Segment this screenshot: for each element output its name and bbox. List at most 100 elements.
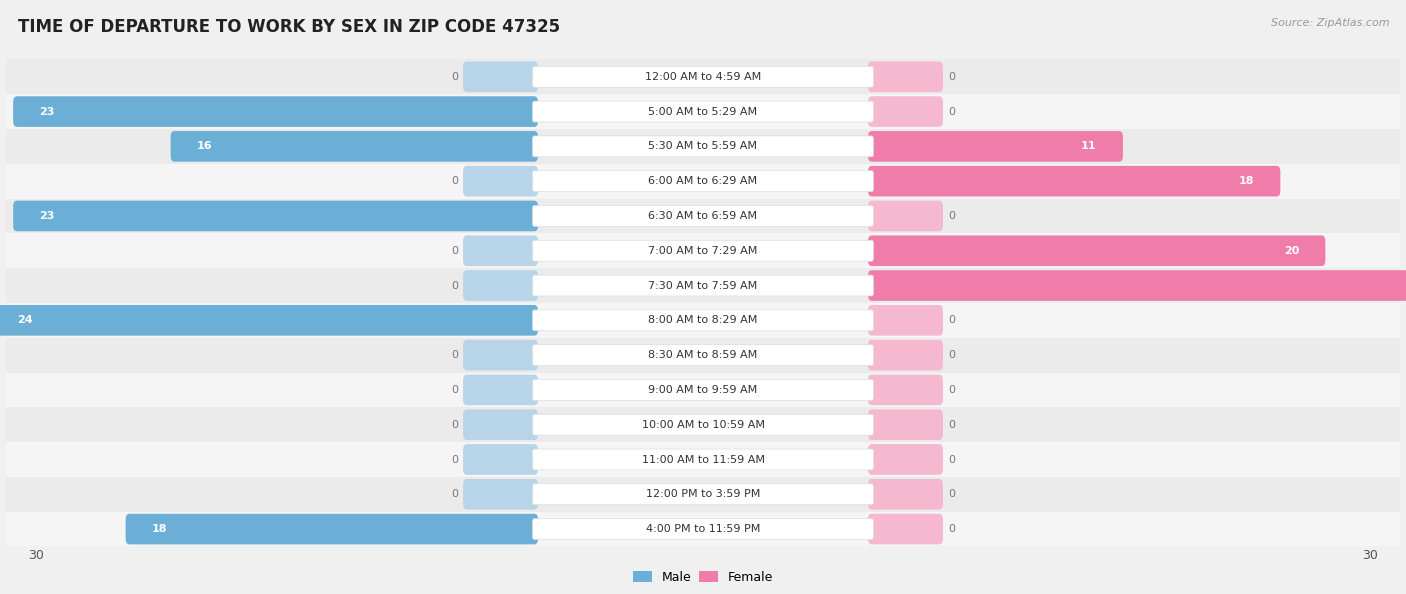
FancyBboxPatch shape [868, 514, 943, 544]
Text: 30: 30 [1362, 549, 1378, 562]
Text: 0: 0 [948, 106, 955, 116]
Bar [6, 198, 1400, 233]
Bar [6, 129, 1400, 164]
FancyBboxPatch shape [533, 101, 873, 122]
Text: 0: 0 [948, 350, 955, 360]
FancyBboxPatch shape [533, 170, 873, 192]
FancyBboxPatch shape [463, 479, 538, 510]
FancyBboxPatch shape [463, 270, 538, 301]
Text: 24: 24 [17, 315, 32, 326]
Bar [6, 442, 1400, 477]
Bar [6, 511, 1400, 546]
Text: 23: 23 [39, 106, 55, 116]
Text: 0: 0 [451, 350, 458, 360]
Text: 23: 23 [39, 211, 55, 221]
Text: 12:00 AM to 4:59 AM: 12:00 AM to 4:59 AM [645, 72, 761, 82]
Text: 0: 0 [451, 385, 458, 395]
FancyBboxPatch shape [868, 305, 943, 336]
Text: 0: 0 [948, 211, 955, 221]
FancyBboxPatch shape [170, 131, 538, 162]
Text: 6:30 AM to 6:59 AM: 6:30 AM to 6:59 AM [648, 211, 758, 221]
FancyBboxPatch shape [868, 62, 943, 92]
Text: 0: 0 [948, 315, 955, 326]
FancyBboxPatch shape [463, 375, 538, 405]
Bar [6, 477, 1400, 511]
Bar [6, 268, 1400, 303]
FancyBboxPatch shape [868, 201, 943, 231]
Text: 0: 0 [948, 524, 955, 534]
Text: 0: 0 [948, 489, 955, 500]
FancyBboxPatch shape [463, 444, 538, 475]
FancyBboxPatch shape [533, 275, 873, 296]
FancyBboxPatch shape [463, 409, 538, 440]
Bar [6, 303, 1400, 338]
Text: 4:00 PM to 11:59 PM: 4:00 PM to 11:59 PM [645, 524, 761, 534]
FancyBboxPatch shape [868, 235, 1326, 266]
FancyBboxPatch shape [533, 67, 873, 87]
Text: 18: 18 [152, 524, 167, 534]
FancyBboxPatch shape [533, 414, 873, 435]
FancyBboxPatch shape [463, 166, 538, 197]
Bar [6, 233, 1400, 268]
Text: 0: 0 [451, 420, 458, 429]
Text: 5:30 AM to 5:59 AM: 5:30 AM to 5:59 AM [648, 141, 758, 151]
Bar [6, 338, 1400, 372]
Text: 7:00 AM to 7:29 AM: 7:00 AM to 7:29 AM [648, 246, 758, 256]
Text: 0: 0 [948, 385, 955, 395]
Text: 11:00 AM to 11:59 AM: 11:00 AM to 11:59 AM [641, 454, 765, 465]
Text: Source: ZipAtlas.com: Source: ZipAtlas.com [1271, 18, 1389, 28]
FancyBboxPatch shape [463, 235, 538, 266]
Text: 10:00 AM to 10:59 AM: 10:00 AM to 10:59 AM [641, 420, 765, 429]
FancyBboxPatch shape [463, 62, 538, 92]
Text: 0: 0 [451, 72, 458, 82]
Text: 8:00 AM to 8:29 AM: 8:00 AM to 8:29 AM [648, 315, 758, 326]
FancyBboxPatch shape [463, 340, 538, 371]
Legend: Male, Female: Male, Female [628, 566, 778, 589]
Text: 20: 20 [1284, 246, 1299, 256]
FancyBboxPatch shape [868, 96, 943, 127]
FancyBboxPatch shape [868, 375, 943, 405]
Text: 6:00 AM to 6:29 AM: 6:00 AM to 6:29 AM [648, 176, 758, 186]
Text: 0: 0 [948, 72, 955, 82]
Text: 0: 0 [948, 454, 955, 465]
Bar [6, 407, 1400, 442]
FancyBboxPatch shape [533, 519, 873, 539]
FancyBboxPatch shape [125, 514, 538, 544]
Text: 0: 0 [451, 246, 458, 256]
Text: 0: 0 [451, 176, 458, 186]
FancyBboxPatch shape [13, 96, 538, 127]
FancyBboxPatch shape [533, 484, 873, 505]
Text: 12:00 PM to 3:59 PM: 12:00 PM to 3:59 PM [645, 489, 761, 500]
Text: 16: 16 [197, 141, 212, 151]
FancyBboxPatch shape [533, 380, 873, 400]
Text: 11: 11 [1081, 141, 1097, 151]
FancyBboxPatch shape [533, 206, 873, 226]
FancyBboxPatch shape [533, 449, 873, 470]
FancyBboxPatch shape [868, 131, 1123, 162]
FancyBboxPatch shape [533, 345, 873, 365]
Text: 8:30 AM to 8:59 AM: 8:30 AM to 8:59 AM [648, 350, 758, 360]
Text: 0: 0 [451, 280, 458, 290]
FancyBboxPatch shape [533, 136, 873, 157]
Text: 0: 0 [451, 454, 458, 465]
Text: 0: 0 [948, 420, 955, 429]
Text: 0: 0 [451, 489, 458, 500]
FancyBboxPatch shape [0, 305, 538, 336]
FancyBboxPatch shape [868, 444, 943, 475]
Bar [6, 59, 1400, 94]
FancyBboxPatch shape [868, 409, 943, 440]
FancyBboxPatch shape [533, 241, 873, 261]
FancyBboxPatch shape [868, 340, 943, 371]
Text: 9:00 AM to 9:59 AM: 9:00 AM to 9:59 AM [648, 385, 758, 395]
Bar [6, 164, 1400, 198]
Text: 7:30 AM to 7:59 AM: 7:30 AM to 7:59 AM [648, 280, 758, 290]
Bar [6, 94, 1400, 129]
FancyBboxPatch shape [868, 166, 1281, 197]
FancyBboxPatch shape [868, 270, 1406, 301]
Text: 18: 18 [1239, 176, 1254, 186]
FancyBboxPatch shape [533, 310, 873, 331]
Text: 5:00 AM to 5:29 AM: 5:00 AM to 5:29 AM [648, 106, 758, 116]
FancyBboxPatch shape [13, 201, 538, 231]
FancyBboxPatch shape [868, 479, 943, 510]
Text: 30: 30 [28, 549, 44, 562]
